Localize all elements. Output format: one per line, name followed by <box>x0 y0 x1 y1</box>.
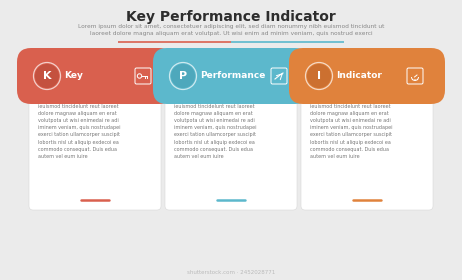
Circle shape <box>417 79 418 80</box>
Circle shape <box>412 79 413 80</box>
Text: I: I <box>317 71 321 81</box>
Text: Key Performance Indicator: Key Performance Indicator <box>126 10 336 24</box>
Text: P: P <box>179 71 187 81</box>
Text: Key: Key <box>64 71 83 81</box>
Circle shape <box>414 79 416 80</box>
FancyBboxPatch shape <box>289 48 445 104</box>
Text: Lorem ipsum dolor sitar ametsa
consectuer pel adipiscing elit
usedsed diam nonum: Lorem ipsum dolor sitar ametsa consectue… <box>38 82 121 159</box>
Text: Lorem ipsum dolor sit amet, consectetuer adipiscing elit, sed diam nonummy nibh : Lorem ipsum dolor sit amet, consectetuer… <box>78 24 384 29</box>
Text: shutterstock.com · 2452028771: shutterstock.com · 2452028771 <box>187 270 275 276</box>
FancyBboxPatch shape <box>301 72 433 210</box>
Text: laoreet dolore magna aliquam erat volutpat. Ut wisi enim ad minim veniam, quis n: laoreet dolore magna aliquam erat volutp… <box>90 31 372 36</box>
Text: Performance: Performance <box>200 71 265 81</box>
Text: K: K <box>43 71 51 81</box>
FancyBboxPatch shape <box>17 48 173 104</box>
Circle shape <box>35 64 59 88</box>
Text: Indicator: Indicator <box>336 71 382 81</box>
FancyBboxPatch shape <box>153 48 309 104</box>
Circle shape <box>171 64 195 88</box>
FancyBboxPatch shape <box>165 72 297 210</box>
Circle shape <box>307 64 331 88</box>
FancyBboxPatch shape <box>29 72 161 210</box>
Text: Lorem ipsum dolor sitar ametsa
consectuer pel adipiscing elit
usedsed diam nonum: Lorem ipsum dolor sitar ametsa consectue… <box>310 82 393 159</box>
Text: Lorem ipsum dolor sitar ametsa
consectuer pel adipiscing elit
usedsed diam nonum: Lorem ipsum dolor sitar ametsa consectue… <box>174 82 256 159</box>
